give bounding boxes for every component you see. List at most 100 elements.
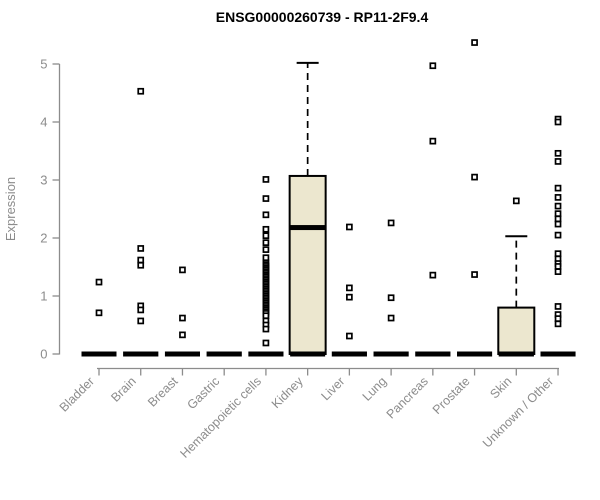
- zero-box-bar: [540, 351, 576, 357]
- boxplot-group: [540, 115, 576, 357]
- zero-box-bar: [81, 351, 117, 357]
- x-tick-label: Breast: [145, 374, 181, 410]
- boxplot-group: [164, 266, 200, 357]
- zero-box-bar: [457, 351, 493, 357]
- x-tick-label: Gastric: [184, 374, 222, 412]
- outlier-point: [554, 315, 562, 322]
- outlier-point: [471, 271, 478, 278]
- zero-box-bar: [331, 351, 367, 357]
- outlier-point: [137, 256, 145, 264]
- y-tick-label: 0: [40, 347, 47, 362]
- outlier-point: [95, 309, 103, 317]
- outlier-point: [554, 320, 562, 328]
- boxplot-group: [206, 351, 242, 357]
- outlier-point: [262, 195, 270, 202]
- y-axis-title: Expression: [3, 177, 18, 241]
- boxplot-group: [81, 278, 117, 357]
- outlier-point: [262, 339, 270, 347]
- x-tick-label: Prostate: [430, 374, 473, 417]
- outlier-point: [346, 332, 353, 340]
- outlier-point: [137, 261, 145, 269]
- outlier-point: [554, 303, 562, 310]
- zero-box-bar: [290, 351, 326, 357]
- median-bar: [290, 225, 326, 231]
- outlier-point: [179, 266, 186, 274]
- outlier-point: [429, 137, 437, 145]
- outlier-point: [512, 197, 520, 205]
- outlier-point: [554, 215, 562, 223]
- x-tick-label: Unknown / Other: [480, 374, 556, 450]
- x-tick-label: Skin: [487, 374, 514, 401]
- outlier-point: [387, 314, 395, 322]
- zero-box-bar: [164, 351, 200, 357]
- outlier-point: [429, 62, 437, 70]
- boxplot-group: [123, 87, 159, 357]
- outlier-point: [554, 184, 562, 192]
- outlier-point: [262, 225, 270, 233]
- outlier-point: [137, 245, 145, 252]
- outlier-point: [554, 220, 562, 228]
- boxplot-group: [497, 197, 536, 357]
- zero-box-bar: [373, 351, 409, 357]
- outlier-point: [137, 87, 145, 95]
- boxplot-group: [457, 39, 493, 357]
- outlier-point: [137, 306, 145, 314]
- box-rect: [288, 174, 327, 355]
- x-tick-label: Hematopoietic cells: [177, 374, 264, 461]
- y-tick-label: 3: [40, 173, 47, 188]
- outlier-point: [262, 239, 270, 246]
- outlier-point: [95, 278, 103, 286]
- y-tick-label: 5: [40, 57, 47, 72]
- outlier-point: [179, 331, 186, 339]
- boxplot-group: [288, 61, 327, 357]
- zero-box-bar: [123, 351, 159, 357]
- outlier-point: [471, 39, 478, 46]
- outlier-point: [554, 118, 562, 126]
- outlier-point: [137, 317, 145, 325]
- x-tick-label: Lung: [360, 374, 390, 404]
- boxplot-group: [331, 223, 367, 357]
- outlier-point: [554, 158, 562, 165]
- chart-title: ENSG00000260739 - RP11-2F9.4: [216, 9, 429, 25]
- boxplot-group: [415, 62, 451, 357]
- outlier-point: [387, 219, 395, 227]
- zero-box-bar: [415, 351, 451, 357]
- outlier-point: [554, 210, 562, 217]
- x-tick-label: Liver: [318, 374, 347, 403]
- outlier-point: [262, 232, 270, 240]
- y-tick-label: 1: [40, 289, 47, 304]
- zero-box-bar: [206, 351, 242, 357]
- outlier-point: [387, 294, 395, 302]
- zero-box-bar: [248, 351, 284, 357]
- y-tick-label: 4: [40, 115, 47, 130]
- outlier-point: [554, 268, 562, 275]
- outlier-point: [429, 271, 437, 279]
- outlier-point: [471, 173, 478, 181]
- x-tick-label: Pancreas: [384, 374, 431, 421]
- x-tick-label: Bladder: [57, 374, 97, 414]
- outlier-point: [262, 325, 270, 333]
- outlier-point: [554, 194, 562, 201]
- y-tick-label: 2: [40, 231, 47, 246]
- outlier-point: [262, 254, 270, 262]
- boxplot-group: [373, 219, 409, 357]
- x-tick-label: Brain: [108, 374, 139, 405]
- outlier-point: [262, 312, 270, 320]
- outlier-point: [346, 293, 353, 301]
- outlier-point: [554, 250, 562, 258]
- outlier-point: [554, 149, 562, 157]
- outlier-point: [346, 223, 353, 231]
- outlier-point: [554, 202, 562, 210]
- box-rect: [497, 306, 536, 356]
- zero-box-bar: [498, 351, 534, 357]
- x-tick-label: Kidney: [269, 374, 306, 411]
- outlier-point: [262, 176, 270, 183]
- boxplot-group: [248, 176, 284, 357]
- outlier-point: [262, 246, 270, 253]
- outlier-point: [554, 263, 562, 270]
- outlier-point: [554, 231, 562, 239]
- outlier-point: [262, 211, 270, 219]
